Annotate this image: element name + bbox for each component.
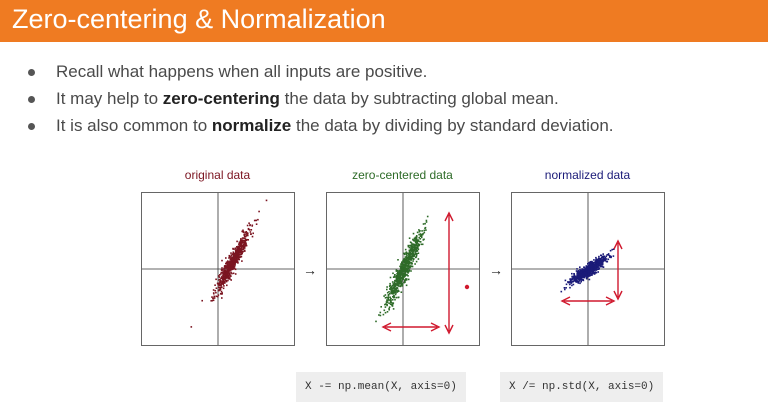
plot-title: normalized data [544,168,631,182]
scatter-plot [142,193,294,345]
bullet-text: the data by subtracting global mean. [279,89,559,108]
bullet-text: Recall what happens when all inputs are … [56,62,428,81]
bullet-emphasis: zero-centering [162,89,280,108]
scatter-points [190,199,268,328]
scatter-area [326,192,480,346]
bullet-item: Recall what happens when all inputs are … [26,58,614,85]
bullet-item: It may help to zero-centering the data b… [26,85,614,112]
bullet-dot-icon [28,123,35,130]
title-bar: Zero-centering & Normalization [0,0,768,42]
arrow-right-icon: → [303,262,317,278]
bullet-item: It is also common to normalize the data … [26,112,614,139]
bullet-emphasis: normalize [211,116,292,135]
bullet-list: Recall what happens when all inputs are … [26,58,614,139]
arrowhead-icon [381,322,441,332]
plot-title: original data [184,168,251,182]
arrow-right-icon: → [489,262,503,278]
scatter-points [560,248,615,293]
bullet-text: It may help to [56,89,163,108]
scatter-plot [327,193,479,345]
scatter-points [375,215,429,323]
slide-title: Zero-centering & Normalization [12,4,386,34]
plot-normalized: normalized data [500,168,675,358]
arrowhead-icon [613,239,623,301]
plot-zero-centered: zero-centered data [315,168,490,358]
plot-original: original data [130,168,305,358]
scatter-area [141,192,295,346]
bullet-text: It is also common to [56,116,212,135]
scatter-area [511,192,665,346]
code-std-division: X /= np.std(X, axis=0) [500,372,664,402]
plot-title: zero-centered data [352,168,453,182]
bullet-dot-icon [28,69,35,76]
bullet-text: the data by dividing by standard deviati… [291,116,614,135]
scatter-plot [512,193,664,345]
arrowhead-icon [444,211,454,335]
bullet-dot-icon [28,96,35,103]
arrowhead-icon [560,296,616,306]
mean-point-icon [464,284,470,290]
code-mean-subtraction: X -= np.mean(X, axis=0) [296,372,466,402]
